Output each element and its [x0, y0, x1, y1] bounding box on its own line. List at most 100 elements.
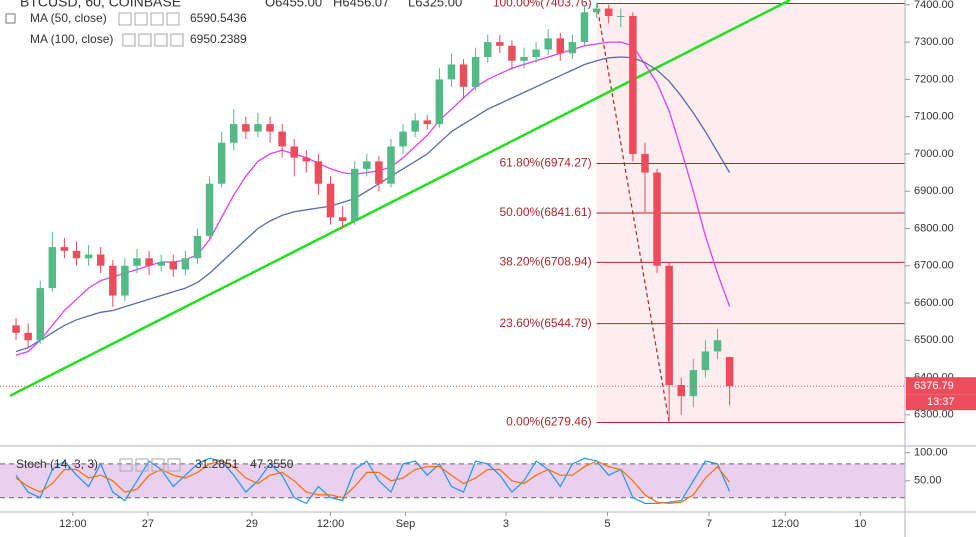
- candle-body: [568, 42, 577, 54]
- x-tick-label: 10: [854, 518, 866, 530]
- stoch-legend: Stoch (14, 3, 3): [16, 457, 98, 471]
- y-tick-label: 6900.00: [914, 185, 954, 197]
- candle-body: [24, 332, 32, 341]
- candle-body: [72, 250, 81, 259]
- candle-body: [496, 42, 504, 46]
- candle-body: [629, 16, 637, 154]
- chart-title: BTCUSD, 60, COINBASE: [20, 0, 181, 10]
- candle-body: [109, 265, 117, 296]
- x-tick-label: 3: [503, 518, 509, 530]
- candle-body: [556, 38, 565, 54]
- y-tick-label: 6600.00: [914, 297, 954, 309]
- candle-body: [423, 120, 432, 125]
- candle-body: [314, 161, 323, 184]
- ma50-legend: MA (50, close): [30, 11, 107, 25]
- ma50-value: 6590.5436: [190, 11, 247, 25]
- candle-body: [483, 42, 492, 58]
- legend: BTCUSD, 60, COINBASE O6455.00 H6456.07 L…: [5, 0, 462, 472]
- stoch-buttons[interactable]: [119, 458, 181, 472]
- y-tick-label: 7400.00: [914, 0, 954, 11]
- candle-body: [48, 247, 57, 289]
- stoch-d-value: 47.3550: [250, 457, 294, 471]
- candle-body: [96, 254, 105, 266]
- candle-body: [508, 45, 516, 61]
- candle-body: [411, 120, 419, 132]
- candle-body: [254, 124, 262, 132]
- price-pane: 100.00%(7403.76) 61.80%(6974.27) 50.00%(68…: [0, 0, 905, 429]
- y-tick-label: 7200.00: [914, 73, 954, 85]
- candle-body: [36, 288, 44, 341]
- candle-body: [447, 64, 456, 80]
- x-tick-label: 12:00: [317, 518, 345, 530]
- stoch-k-line: [15, 457, 731, 505]
- candle-body: [157, 262, 165, 266]
- fib-label: 23.60%(6544.79): [500, 316, 592, 330]
- candle-body: [689, 370, 698, 397]
- last-price-box: [906, 377, 976, 395]
- candle-body: [713, 340, 722, 352]
- candle-body: [580, 12, 589, 43]
- countdown-box: [906, 394, 976, 411]
- candle-body: [653, 172, 661, 266]
- candle-body: [387, 146, 395, 184]
- ma50-buttons[interactable]: [118, 12, 180, 26]
- candle-body: [604, 8, 613, 17]
- candle-body: [363, 161, 371, 169]
- x-tick-label: 29: [246, 518, 258, 530]
- candle-body: [459, 64, 468, 87]
- candle-body: [242, 124, 250, 132]
- y-tick-label: 6500.00: [914, 334, 954, 346]
- candle-body: [12, 325, 20, 333]
- x-tick-label: 12:00: [59, 518, 87, 530]
- y-tick-label: 7100.00: [914, 111, 954, 123]
- candle-body: [84, 254, 93, 259]
- candle-body: [399, 131, 407, 147]
- x-tick-label: 5: [604, 518, 610, 530]
- fib-trend: [595, 3, 670, 423]
- candle-body: [338, 217, 347, 222]
- ma100-buttons[interactable]: [122, 33, 184, 47]
- y-tick-label: 7300.00: [914, 36, 954, 48]
- candle-body: [375, 161, 383, 184]
- y-tick-label: 6700.00: [914, 260, 954, 272]
- ohlc-high: H6456.07: [333, 0, 389, 9]
- candle-body: [701, 351, 710, 371]
- candle-body: [725, 357, 734, 387]
- candle-body: [169, 262, 178, 270]
- candle-body: [326, 183, 335, 218]
- fib-label: 38.20%(6708.94): [500, 255, 592, 269]
- ma100-legend: MA (100, close): [30, 32, 113, 46]
- x-tick-label: 12:00: [771, 518, 799, 530]
- candle-body: [617, 16, 625, 18]
- ohlc-low: L6325.00: [408, 0, 462, 9]
- x-tick-label: 27: [142, 518, 154, 530]
- stoch-d-line: [15, 460, 731, 505]
- candle-body: [230, 124, 238, 143]
- candle-body: [217, 142, 226, 184]
- candle-body: [471, 57, 480, 87]
- candle-body: [350, 168, 359, 222]
- y-tick-label: 6300.00: [914, 409, 954, 421]
- ma100-line: [15, 56, 731, 353]
- ma50-line: [15, 41, 731, 356]
- candle-body: [290, 146, 298, 158]
- fib-label: 0.00%(6279.46): [506, 415, 591, 429]
- trendline: [9, 0, 791, 397]
- candle-body: [520, 57, 528, 61]
- candle-body: [677, 384, 685, 397]
- collapse-toggle[interactable]: [5, 13, 16, 24]
- x-tick-label: Sep: [396, 518, 416, 530]
- candle-body: [592, 8, 601, 13]
- candle-body: [532, 49, 540, 58]
- candle-body: [266, 124, 274, 132]
- candle-body: [181, 258, 190, 270]
- fib-label: 100.00%(7403.76): [493, 0, 592, 10]
- candle-body: [665, 265, 673, 385]
- stochastic-pane: [0, 457, 905, 505]
- y-tick-label: 6800.00: [914, 222, 954, 234]
- candle-body: [435, 79, 444, 125]
- stoch-y-tick-label: 100.00: [914, 447, 948, 459]
